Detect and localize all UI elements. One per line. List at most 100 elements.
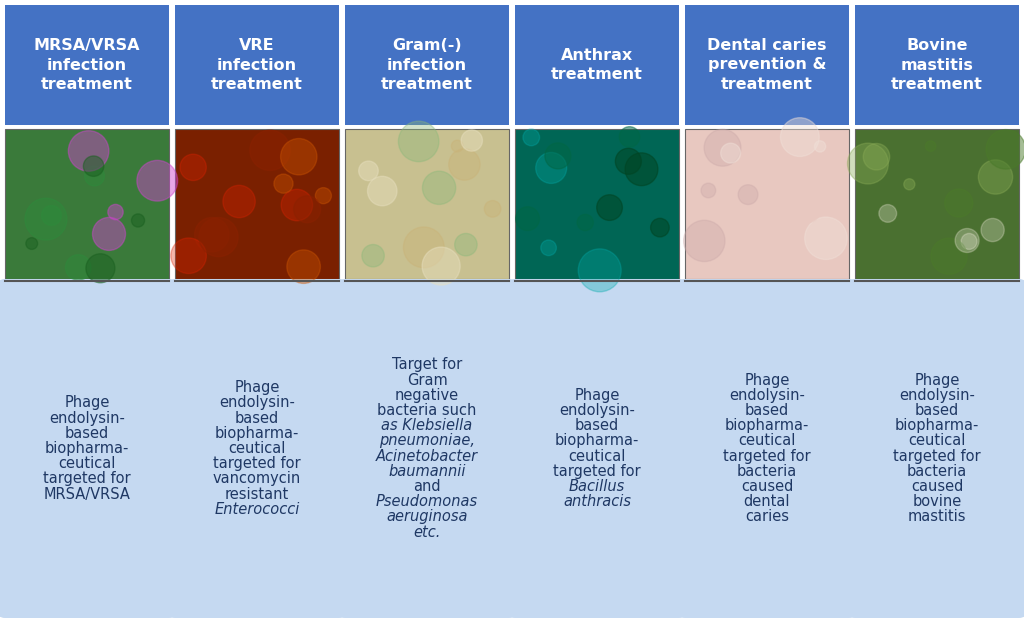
Text: Dental caries
prevention &
treatment: Dental caries prevention & treatment	[708, 38, 826, 92]
Circle shape	[931, 238, 967, 274]
Bar	[5, 129, 169, 279]
Circle shape	[398, 121, 439, 162]
Text: aeruginosa: aeruginosa	[386, 510, 468, 525]
Circle shape	[137, 161, 177, 201]
Circle shape	[780, 118, 819, 156]
Circle shape	[578, 215, 593, 231]
FancyBboxPatch shape	[515, 5, 679, 125]
Circle shape	[805, 217, 847, 260]
Circle shape	[738, 185, 758, 205]
Text: caries: caries	[745, 510, 790, 525]
Text: mastitis: mastitis	[907, 510, 967, 525]
Circle shape	[945, 189, 973, 217]
Text: ceutical: ceutical	[908, 433, 966, 448]
Circle shape	[721, 143, 740, 163]
Text: biopharma-: biopharma-	[555, 433, 639, 448]
Text: bacteria such: bacteria such	[377, 403, 477, 418]
Circle shape	[536, 153, 566, 184]
Circle shape	[814, 141, 825, 152]
Text: endolysin-: endolysin-	[559, 403, 635, 418]
Text: biopharma-: biopharma-	[215, 426, 299, 441]
Text: Enterococci: Enterococci	[214, 502, 300, 517]
Circle shape	[955, 229, 979, 252]
Circle shape	[131, 214, 144, 227]
Circle shape	[701, 200, 739, 239]
Text: Target for: Target for	[392, 357, 462, 373]
Circle shape	[579, 249, 622, 292]
Circle shape	[863, 143, 890, 170]
Circle shape	[523, 129, 540, 146]
Text: and: and	[414, 479, 440, 494]
Circle shape	[986, 130, 1024, 169]
Circle shape	[199, 218, 239, 257]
Text: baumannii: baumannii	[388, 464, 466, 479]
Text: Phage: Phage	[65, 396, 110, 410]
Text: Phage: Phage	[574, 388, 620, 403]
FancyBboxPatch shape	[345, 5, 509, 125]
Circle shape	[85, 166, 104, 186]
FancyBboxPatch shape	[677, 279, 857, 618]
Circle shape	[516, 206, 540, 231]
Circle shape	[25, 198, 67, 240]
Bar	[175, 129, 339, 279]
FancyBboxPatch shape	[685, 5, 849, 125]
Circle shape	[195, 218, 229, 252]
FancyBboxPatch shape	[175, 5, 339, 125]
Circle shape	[879, 205, 897, 223]
Text: endolysin-: endolysin-	[49, 410, 125, 425]
Circle shape	[545, 143, 571, 169]
Circle shape	[701, 183, 716, 198]
Circle shape	[66, 255, 91, 280]
Circle shape	[368, 176, 397, 206]
Bar	[515, 129, 679, 279]
Circle shape	[282, 189, 312, 221]
Text: ceutical: ceutical	[568, 449, 626, 464]
Text: Anthrax
treatment: Anthrax treatment	[551, 48, 643, 82]
Text: ceutical: ceutical	[58, 456, 116, 471]
Circle shape	[42, 206, 61, 225]
Circle shape	[86, 254, 115, 283]
Circle shape	[358, 161, 378, 180]
Text: endolysin-: endolysin-	[899, 388, 975, 403]
Circle shape	[83, 156, 103, 176]
Text: etc.: etc.	[414, 525, 440, 539]
Text: pneumoniae,: pneumoniae,	[379, 433, 475, 448]
Circle shape	[484, 200, 501, 217]
Circle shape	[423, 171, 456, 205]
Text: Gram(-)
infection
treatment: Gram(-) infection treatment	[381, 38, 473, 92]
Circle shape	[403, 227, 444, 268]
Bar	[345, 129, 509, 279]
Circle shape	[705, 130, 741, 166]
FancyBboxPatch shape	[0, 279, 177, 618]
Text: bovine: bovine	[912, 494, 962, 509]
Text: biopharma-: biopharma-	[725, 418, 809, 433]
Text: biopharma-: biopharma-	[895, 418, 979, 433]
Circle shape	[625, 153, 657, 185]
Circle shape	[452, 140, 463, 152]
Text: based: based	[914, 403, 959, 418]
Circle shape	[848, 143, 889, 184]
Text: ceutical: ceutical	[228, 441, 286, 456]
Circle shape	[92, 218, 126, 250]
Text: Bovine
mastitis
treatment: Bovine mastitis treatment	[891, 38, 983, 92]
Text: vancomycin: vancomycin	[213, 471, 301, 487]
Text: negative: negative	[395, 388, 459, 403]
Circle shape	[800, 203, 819, 222]
Text: targeted for: targeted for	[893, 449, 981, 464]
Text: bacteria: bacteria	[737, 464, 797, 479]
Circle shape	[250, 130, 290, 170]
Circle shape	[281, 138, 317, 175]
Text: MRSA/VRSA: MRSA/VRSA	[44, 487, 130, 502]
Text: VRE
infection
treatment: VRE infection treatment	[211, 38, 303, 92]
Text: targeted for: targeted for	[43, 471, 131, 487]
Circle shape	[287, 250, 321, 283]
Text: Gram: Gram	[407, 373, 447, 388]
Text: Phage: Phage	[234, 380, 280, 395]
Text: caused: caused	[910, 479, 964, 494]
Text: endolysin-: endolysin-	[219, 396, 295, 410]
Text: biopharma-: biopharma-	[45, 441, 129, 456]
Text: targeted for: targeted for	[553, 464, 641, 479]
Circle shape	[294, 196, 321, 223]
Circle shape	[904, 179, 914, 190]
Circle shape	[926, 141, 936, 151]
